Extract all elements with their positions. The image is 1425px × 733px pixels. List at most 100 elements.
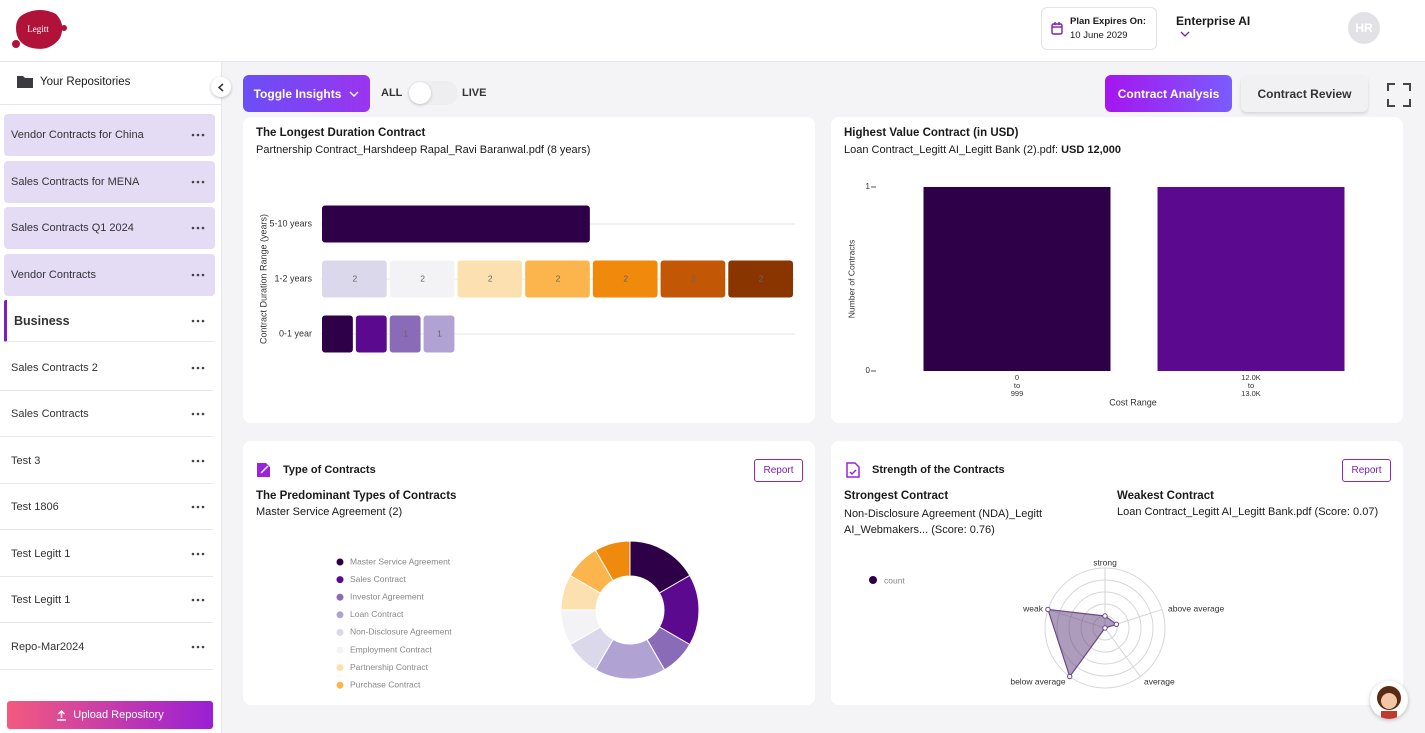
upload-button[interactable]: Upload Repository	[7, 701, 213, 729]
strength-panel	[831, 441, 1403, 705]
legend-swatch	[336, 558, 344, 566]
more-menu[interactable]	[191, 366, 205, 370]
repository-item[interactable]: Vendor Contracts	[0, 252, 221, 298]
bar-segment	[389, 260, 455, 298]
more-menu[interactable]	[191, 598, 205, 602]
repository-item[interactable]: Repo-Mar2024	[0, 624, 221, 670]
fullscreen-icon[interactable]	[1387, 83, 1411, 107]
legend-label: Investor Agreement	[350, 591, 424, 601]
repository-item[interactable]: Test Legitt 1	[0, 531, 221, 577]
legend-swatch	[336, 593, 344, 601]
legend-label: count	[884, 575, 905, 585]
folder-icon	[17, 76, 33, 88]
repository-name: Sales Contracts	[11, 408, 89, 420]
collapse-button[interactable]	[211, 77, 231, 97]
legend-swatch	[336, 576, 344, 584]
user-avatar[interactable]: HR	[1348, 12, 1380, 44]
legend-label: Partnership Contract	[350, 662, 429, 672]
value-label: 2	[759, 273, 764, 283]
legend-label: Loan Contract	[350, 609, 404, 619]
assistant-face	[1377, 686, 1401, 719]
value-label: 2	[420, 273, 425, 283]
repository-item[interactable]: Test 1806	[0, 484, 221, 530]
panel-title: Highest Value Contract (in USD)	[844, 127, 1019, 139]
more-menu[interactable]	[191, 505, 205, 509]
strongest-contract: Non-Disclosure Agreement (NDA)_Legitt AI…	[844, 508, 1043, 536]
bar-segment	[592, 260, 658, 298]
more-menu[interactable]	[191, 180, 205, 184]
dot	[191, 552, 195, 555]
repository-item[interactable]: Sales Contracts for MENA	[0, 159, 221, 205]
legend-label: Purchase Contract	[350, 679, 421, 689]
legend-label: Non-Disclosure Agreement	[350, 627, 452, 637]
more-menu[interactable]	[191, 412, 205, 416]
value-label: 2	[352, 273, 357, 283]
dot	[196, 180, 200, 183]
repository-item[interactable]: Sales Contracts 2	[0, 345, 221, 391]
more-menu[interactable]	[191, 459, 205, 463]
item-background	[0, 531, 213, 577]
dot	[191, 459, 195, 462]
bar-segment	[389, 315, 421, 353]
dot	[201, 226, 205, 230]
assistant-avatar[interactable]	[1370, 681, 1408, 719]
more-menu[interactable]	[191, 552, 205, 556]
tab-contract-review[interactable]: Contract Review	[1241, 75, 1368, 112]
legend-swatch	[336, 681, 344, 689]
bar	[1157, 187, 1345, 371]
upload-icon	[57, 709, 67, 721]
repository-name: Sales Contracts for MENA	[11, 175, 140, 188]
repository-item[interactable]: Test Legitt 1	[0, 577, 221, 623]
x-tick-label: 0	[1015, 373, 1019, 382]
bar-segment	[322, 260, 387, 298]
value-label: 1	[437, 328, 442, 338]
toggle-insights-button[interactable]: Toggle Insights	[243, 75, 370, 112]
dot	[201, 505, 205, 509]
panel-subtitle: Master Service Agreement (2)	[256, 506, 403, 518]
more-menu[interactable]	[191, 273, 205, 277]
radar-label: below average	[1010, 676, 1066, 686]
more-menu[interactable]	[191, 226, 205, 230]
dot	[196, 598, 200, 602]
item-background	[4, 207, 215, 249]
filter-live[interactable]: LIVE	[462, 87, 487, 99]
org-chevron[interactable]	[1180, 31, 1190, 37]
live-toggle[interactable]	[408, 81, 458, 105]
dot	[201, 459, 205, 462]
dot	[201, 319, 205, 323]
dot	[201, 645, 205, 648]
bar	[923, 187, 1111, 371]
x-tick-label: 12.0K	[1241, 373, 1261, 382]
report-button[interactable]: Report	[1342, 459, 1391, 482]
legend-swatch	[336, 628, 344, 636]
logo: Legitt	[12, 10, 67, 49]
plan-box: Plan Expires On: 10 June 2029	[1041, 7, 1157, 50]
more-menu[interactable]	[191, 133, 205, 137]
repository-item[interactable]: Sales Contracts	[0, 391, 221, 437]
bar-segment	[355, 315, 387, 353]
repository-item[interactable]: Business	[0, 298, 221, 344]
dot	[201, 180, 205, 183]
repository-item[interactable]: Test 3	[0, 438, 221, 484]
x-tick-label: 999	[1011, 389, 1024, 398]
repository-item[interactable]: Vendor Contracts for China	[0, 112, 221, 158]
bar-segment	[660, 260, 726, 298]
dot	[191, 273, 195, 276]
panel-subtitle: Loan Contract_Legitt AI_Legitt Bank (2).…	[844, 144, 1121, 156]
more-menu[interactable]	[191, 319, 205, 323]
more-menu[interactable]	[191, 645, 205, 649]
y-tick-label: 1-2 years	[274, 273, 312, 283]
dot	[191, 505, 195, 509]
toggle-insights-label: Toggle Insights	[253, 86, 342, 101]
dot	[196, 645, 200, 648]
item-background	[4, 253, 215, 296]
report-button[interactable]: Report	[754, 459, 803, 482]
dot	[191, 319, 195, 323]
tab-contract-analysis[interactable]: Contract Analysis	[1105, 75, 1232, 112]
org-name[interactable]: Enterprise AI	[1176, 14, 1251, 28]
dot	[191, 133, 195, 137]
repository-item[interactable]: Sales Contracts Q1 2024	[0, 205, 221, 251]
filter-all[interactable]: ALL	[381, 87, 403, 99]
bar-segment	[728, 260, 793, 298]
dot	[201, 552, 205, 555]
